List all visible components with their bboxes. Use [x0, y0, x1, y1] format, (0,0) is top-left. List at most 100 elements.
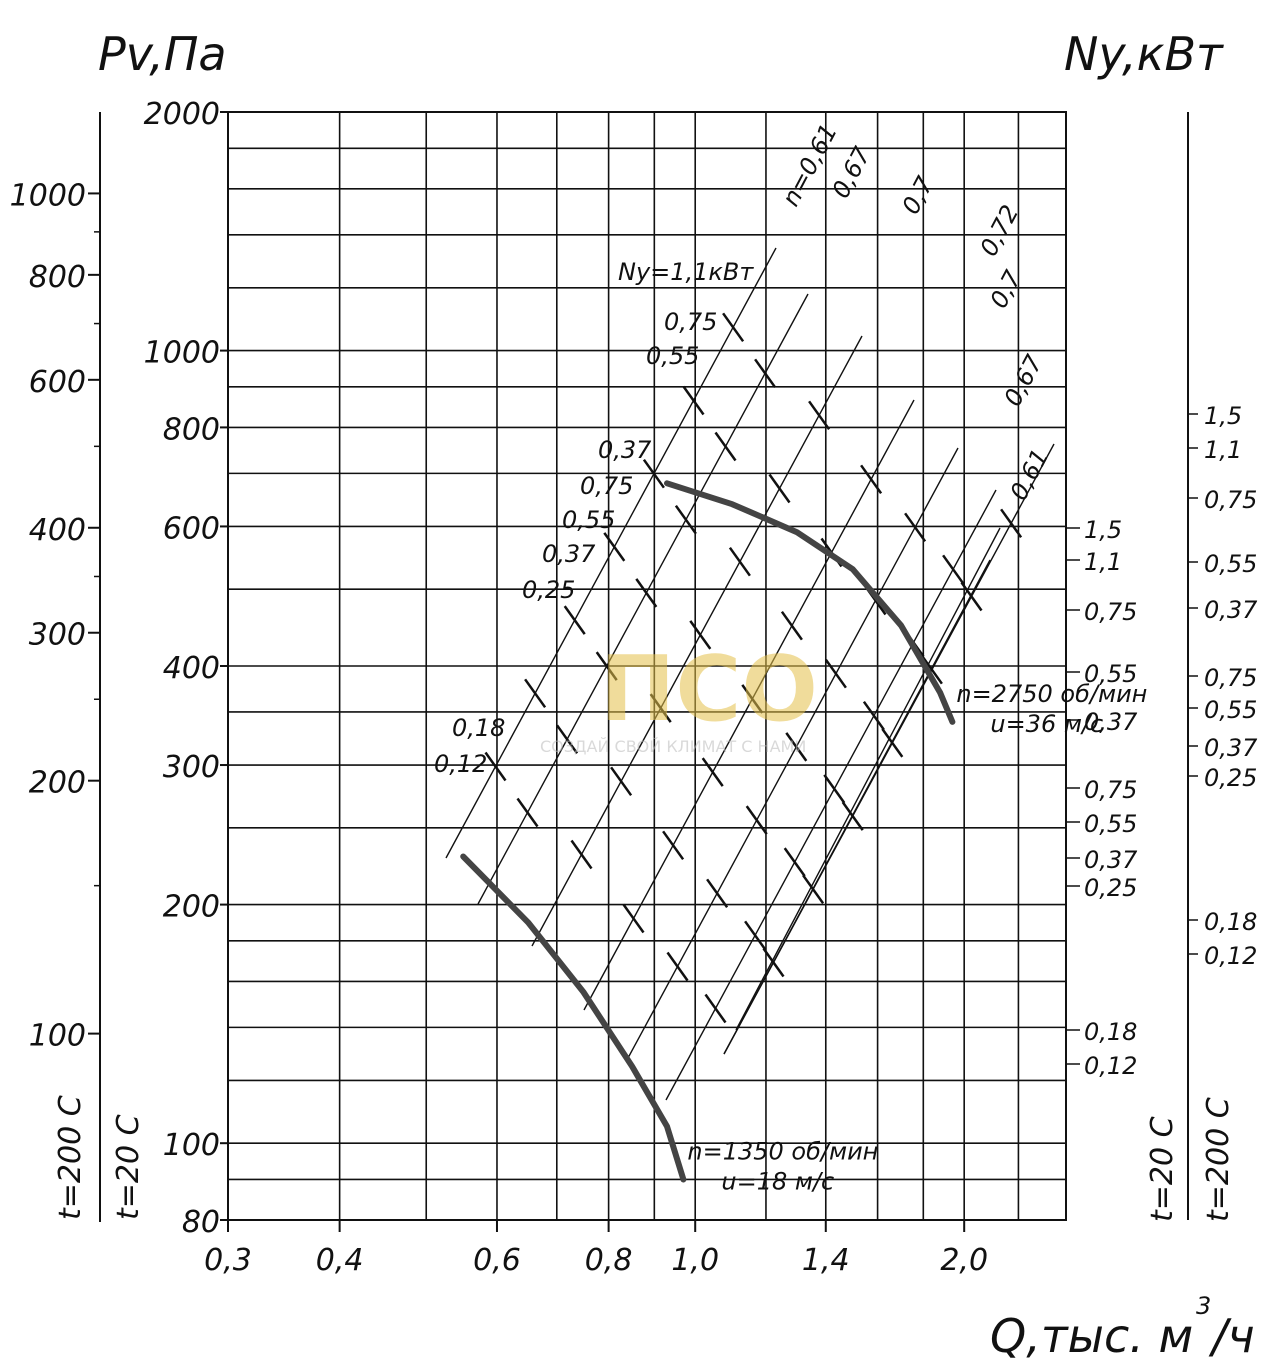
outer-left-tick-label: 200 [29, 766, 86, 801]
y-tick-label: 2000 [144, 97, 220, 132]
right-inner-power-label: 0,37 [1084, 846, 1138, 874]
power-label-low: 0,18 [452, 714, 505, 742]
outer-left-tick-label: 100 [29, 1019, 86, 1054]
power-hatch-mark [563, 605, 586, 635]
power-hatch-mark [728, 546, 751, 577]
right-outer-power-label: 1,1 [1204, 436, 1242, 464]
efficiency-label: 0,67 [827, 142, 877, 203]
power-hatch-mark [595, 651, 618, 681]
outer-left-tick-label: 1000 [10, 178, 86, 213]
right-inner-power-label: 0,55 [1084, 660, 1137, 688]
right-inner-power-label: 1,5 [1084, 516, 1122, 544]
power-hatch-mark [785, 732, 808, 762]
power-hatch-mark [754, 358, 777, 389]
power-hatch-mark [610, 766, 633, 797]
power-hatch-mark [704, 993, 727, 1024]
x-tick-label: 2,0 [940, 1243, 988, 1278]
right-outer-power-label: 0,55 [1204, 696, 1257, 724]
power-hatch-mark [960, 581, 983, 612]
power-hatch-mark [689, 620, 712, 650]
y-tick-label: 100 [163, 1128, 220, 1163]
power-label-low: 0,12 [434, 750, 487, 778]
y-tick-label: 800 [163, 412, 220, 447]
grid [227, 111, 1067, 1221]
right-inner-power-label: 0,25 [1084, 874, 1137, 902]
power-hatch-mark [622, 903, 645, 934]
power-hatch-mark [860, 464, 883, 495]
power-hatch-mark [642, 458, 665, 489]
x-tick-label: 0,6 [473, 1243, 521, 1278]
watermark: ПСО СОЗДАЙ СВОЙ КЛИМАТ С НАМИ [540, 637, 818, 756]
power-hatch-mark [824, 658, 847, 689]
power-label: 0,55 [562, 506, 615, 534]
efficiency-label: 0,7 [985, 265, 1028, 312]
power-hatch-mark [780, 610, 803, 641]
power-hatch-mark [823, 774, 846, 804]
efficiency-line [445, 247, 777, 859]
power-hatch-mark [904, 512, 927, 543]
right-inner-power-label: 0,55 [1084, 810, 1137, 838]
y-tick-label: 200 [163, 890, 220, 925]
y-tick-label: 600 [163, 511, 220, 546]
outer-left-tick-label: 300 [29, 618, 86, 653]
power-label: 0,25 [522, 576, 575, 604]
outer-left-tick-label: 400 [29, 513, 86, 548]
power-hatch-mark [714, 431, 737, 462]
right-inner-power-label: 0,37 [1084, 708, 1138, 736]
power-hatch-mark [802, 874, 825, 905]
temp-right-200: t=200 С [1201, 1097, 1236, 1222]
right-inner-power-label: 0,12 [1084, 1052, 1137, 1080]
efficiency-label: n=0,61 [777, 119, 843, 211]
efficiency-line [723, 559, 991, 1055]
watermark-slogan: СОЗДАЙ СВОЙ КЛИМАТ С НАМИ [540, 737, 806, 756]
power-hatch-mark [841, 801, 864, 831]
y-tick-label: 300 [163, 750, 220, 785]
speed-curve [460, 853, 687, 1183]
diagonal-lines [445, 247, 1055, 1101]
speed-curve-label: n=1350 об/мин [687, 1137, 878, 1165]
x-tick-label: 1,4 [802, 1243, 850, 1278]
right-outer-power-label: 0,18 [1204, 908, 1257, 936]
power-hatch-mark [942, 554, 965, 585]
power-hatch-mark [666, 951, 689, 982]
speed-curve-note: u=36 м/с [990, 710, 1103, 738]
power-hatch-mark [706, 878, 729, 909]
y-tick-label: 400 [163, 651, 220, 686]
efficiency-line [583, 399, 915, 1011]
power-label: 0,37 [542, 540, 596, 568]
power-hatch-mark [722, 312, 745, 343]
axes [88, 111, 1198, 1232]
efficiency-line [531, 335, 863, 947]
power-hatch-mark [762, 947, 785, 978]
outer-left-tick-label: 600 [29, 365, 86, 400]
speed-curve-label: n=2750 об/мин [956, 680, 1147, 708]
right-outer-power-label: 1,5 [1204, 402, 1242, 430]
x-tick-label: 0,8 [585, 1243, 633, 1278]
right-inner-power-label: 0,18 [1084, 1018, 1137, 1046]
power-hatch-mark [808, 400, 831, 431]
power-hatch-mark [484, 751, 507, 782]
power-hatch-mark [744, 920, 767, 951]
y-axis-right-title: Ny,кВт [1064, 27, 1224, 81]
power-hatch-mark [570, 839, 593, 870]
power-hatch-mark [881, 728, 904, 758]
x-axis-title-tail: /ч [1208, 1309, 1255, 1363]
outer-left-tick-label: 800 [29, 260, 86, 295]
power-hatch-mark [783, 847, 806, 877]
right-inner-power-label: 1,1 [1084, 548, 1122, 576]
right-outer-power-label: 0,12 [1204, 942, 1257, 970]
right-outer-power-label: 0,75 [1204, 664, 1257, 692]
power-hatch-mark [1000, 508, 1023, 539]
power-label: 0,55 [646, 342, 699, 370]
efficiency-label: 0,67 [999, 350, 1049, 411]
efficiency-line [477, 293, 809, 905]
x-tick-label: 0,4 [316, 1243, 364, 1278]
power-label: 0,75 [580, 472, 633, 500]
efficiency-label: 0,61 [1005, 444, 1055, 504]
power-hatch-mark [603, 532, 626, 562]
efficiency-line [627, 447, 959, 1059]
x-axis-title-sup: 3 [1196, 1292, 1211, 1320]
power-label: 0,75 [664, 308, 717, 336]
temp-right-20: t=20 С [1145, 1116, 1180, 1222]
